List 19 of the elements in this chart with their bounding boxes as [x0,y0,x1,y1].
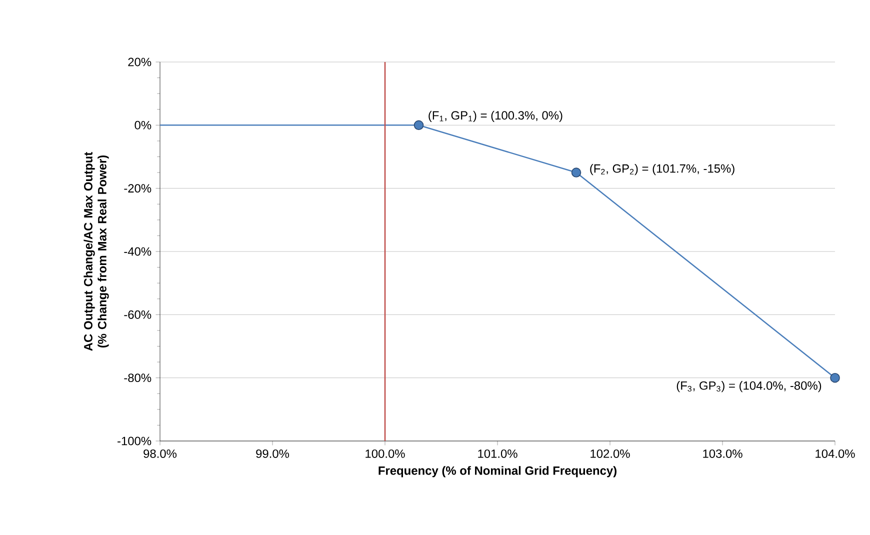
x-tick-label: 101.0% [478,449,518,458]
y-tick-label: 0% [134,120,152,130]
annotation: (F$_{1}$, GP$_{1}$) = (100.3%, 0%) [428,110,562,122]
annotation: (F$_{3}$, GP$_{3}$) = (104.0%, -80%) [676,381,822,392]
y-tick-label: -40% [124,247,152,256]
x-tick-label: 103.0% [703,449,742,458]
x-tick-label: 98.0% [144,449,177,458]
y-tick-label: -80% [124,374,152,382]
y-tick-label: -60% [124,310,152,319]
x-tick-label: 102.0% [590,449,630,458]
x-tick-label: 104.0% [816,449,855,458]
y-tick-label: 20% [128,58,152,66]
y-axis-title: AC Output Change/AC Max Output (% Change from Max Real Power) [84,152,109,351]
x-tick-label: 100.0% [366,449,405,458]
y-tick-label: -100% [118,436,152,446]
x-axis-title: Frequency (% of Nominal Grid Frequency) [378,466,616,478]
y-tick-label: -20% [124,184,152,193]
annotation: (F$_{2}$, GP$_{2}$) = (101.7%, -15%) [590,164,734,176]
x-tick-label: 99.0% [256,449,290,458]
